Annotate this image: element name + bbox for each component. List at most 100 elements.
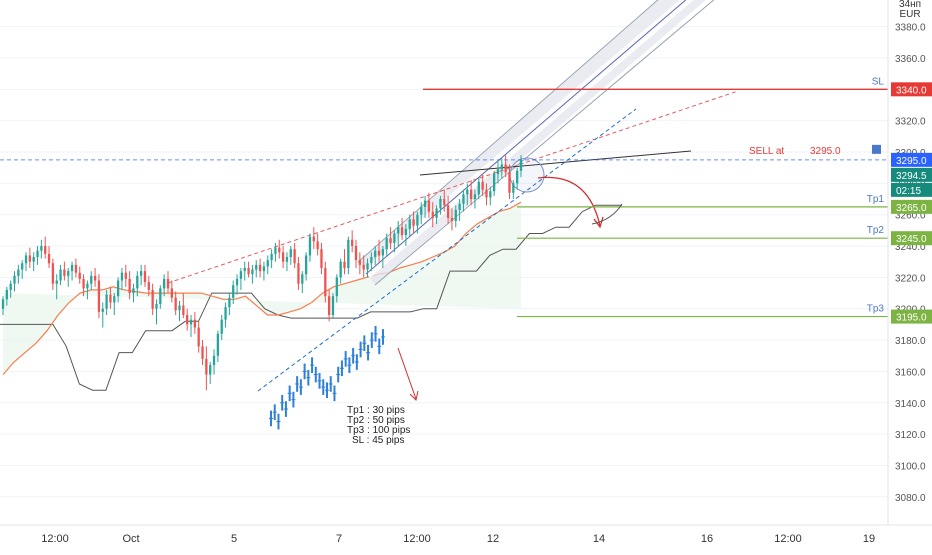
channel-center	[364, 0, 694, 278]
arrow-down-icon	[872, 144, 881, 154]
candle	[13, 275, 16, 284]
tp2-price-tag: 3245.0	[896, 234, 927, 245]
candle	[116, 280, 120, 297]
pips-annotation-1: Tp2 : 50 pips	[347, 415, 405, 426]
x-tick-label: 7	[336, 533, 342, 545]
candle	[178, 305, 181, 311]
candle	[347, 239, 350, 268]
candle	[339, 261, 342, 278]
down-arrow	[397, 347, 417, 400]
currency-header: 34нп	[899, 0, 921, 10]
candle	[293, 249, 296, 264]
levels: SELL at 3295.0 SL Tp1 Tp2 Tp3	[0, 76, 888, 318]
candle	[481, 181, 484, 190]
candle	[86, 283, 89, 289]
candle	[151, 289, 154, 309]
y-tick-label: 3380.0	[895, 23, 926, 34]
candle	[443, 199, 446, 206]
trendlines	[167, 90, 739, 401]
candle	[212, 355, 216, 366]
sell-text: SELL at	[749, 146, 784, 157]
y-tick-label: 3320.0	[895, 117, 926, 128]
candle	[439, 199, 442, 209]
x-tick-label: 12	[487, 533, 499, 545]
down-arrow-head	[409, 390, 419, 401]
candle	[47, 253, 51, 264]
y-tick-label: 3160.0	[895, 367, 926, 378]
candle	[36, 250, 39, 258]
x-tick-label: 12:00	[403, 533, 431, 545]
candle	[320, 249, 323, 268]
candle	[435, 208, 438, 218]
candle	[193, 319, 197, 328]
candle	[343, 261, 346, 268]
candle	[209, 365, 212, 375]
drop-arrow-head	[593, 216, 604, 229]
support-trendline	[257, 108, 637, 392]
candle	[431, 211, 434, 218]
candle	[189, 319, 193, 325]
candle	[243, 267, 246, 272]
candle	[232, 285, 235, 298]
candle	[1, 299, 5, 309]
last-price-tag: 3294.5	[896, 171, 927, 182]
candle	[143, 271, 147, 283]
x-axis[interactable]: 12:00 Oct 5 7 12:00 12 14 16 12:00 19	[0, 524, 932, 550]
candle	[278, 247, 281, 253]
projection	[269, 325, 385, 430]
channel-band	[358, 0, 706, 285]
tp1-price-tag: 3265.0	[896, 203, 927, 214]
candle	[312, 236, 315, 242]
countdown-tag-bg	[891, 182, 932, 197]
pips-annotation-3: SL : 45 pips	[352, 435, 404, 446]
x-tick-label: 16	[701, 533, 713, 545]
candle	[454, 210, 457, 221]
candle	[67, 271, 70, 276]
candle	[166, 278, 170, 289]
channel-median	[365, 0, 687, 275]
candle	[5, 289, 8, 300]
candle	[485, 189, 488, 198]
y-tick-label: 3180.0	[895, 336, 926, 347]
tp3-price-tag-bg	[891, 309, 932, 324]
candle	[496, 169, 500, 174]
candle	[51, 263, 55, 284]
tp2-price-tag-bg	[891, 231, 932, 246]
candle	[247, 267, 250, 275]
candle	[327, 296, 331, 315]
candle	[423, 200, 427, 207]
sl-price-tag-bg	[891, 82, 932, 97]
candle	[516, 170, 519, 184]
candle	[82, 278, 85, 289]
candle	[155, 304, 158, 309]
y-tick-label: 3360.0	[895, 54, 926, 65]
sell-price: 3295.0	[810, 146, 841, 157]
candle	[120, 272, 124, 281]
candle	[216, 333, 220, 356]
candle	[136, 275, 139, 289]
candle	[289, 249, 292, 258]
candle	[385, 238, 388, 250]
candle	[235, 278, 239, 286]
candle	[304, 255, 308, 275]
candle	[205, 358, 208, 375]
candle	[466, 189, 469, 195]
candle	[462, 194, 465, 204]
candle	[170, 288, 173, 298]
level-label-tp2: Tp2	[867, 225, 885, 236]
level-label-tp1: Tp1	[867, 194, 885, 205]
candle	[90, 275, 93, 284]
candle	[504, 164, 507, 173]
candle	[331, 296, 335, 315]
candle	[446, 205, 450, 218]
highlight-circle	[509, 157, 545, 193]
pips-annotation-0: Tp1 : 30 pips	[347, 405, 405, 416]
x-tick-label: 5	[231, 533, 237, 545]
candle	[477, 181, 480, 195]
candle	[420, 206, 423, 215]
candle	[389, 238, 392, 243]
y-tick-label: 3120.0	[895, 430, 926, 441]
